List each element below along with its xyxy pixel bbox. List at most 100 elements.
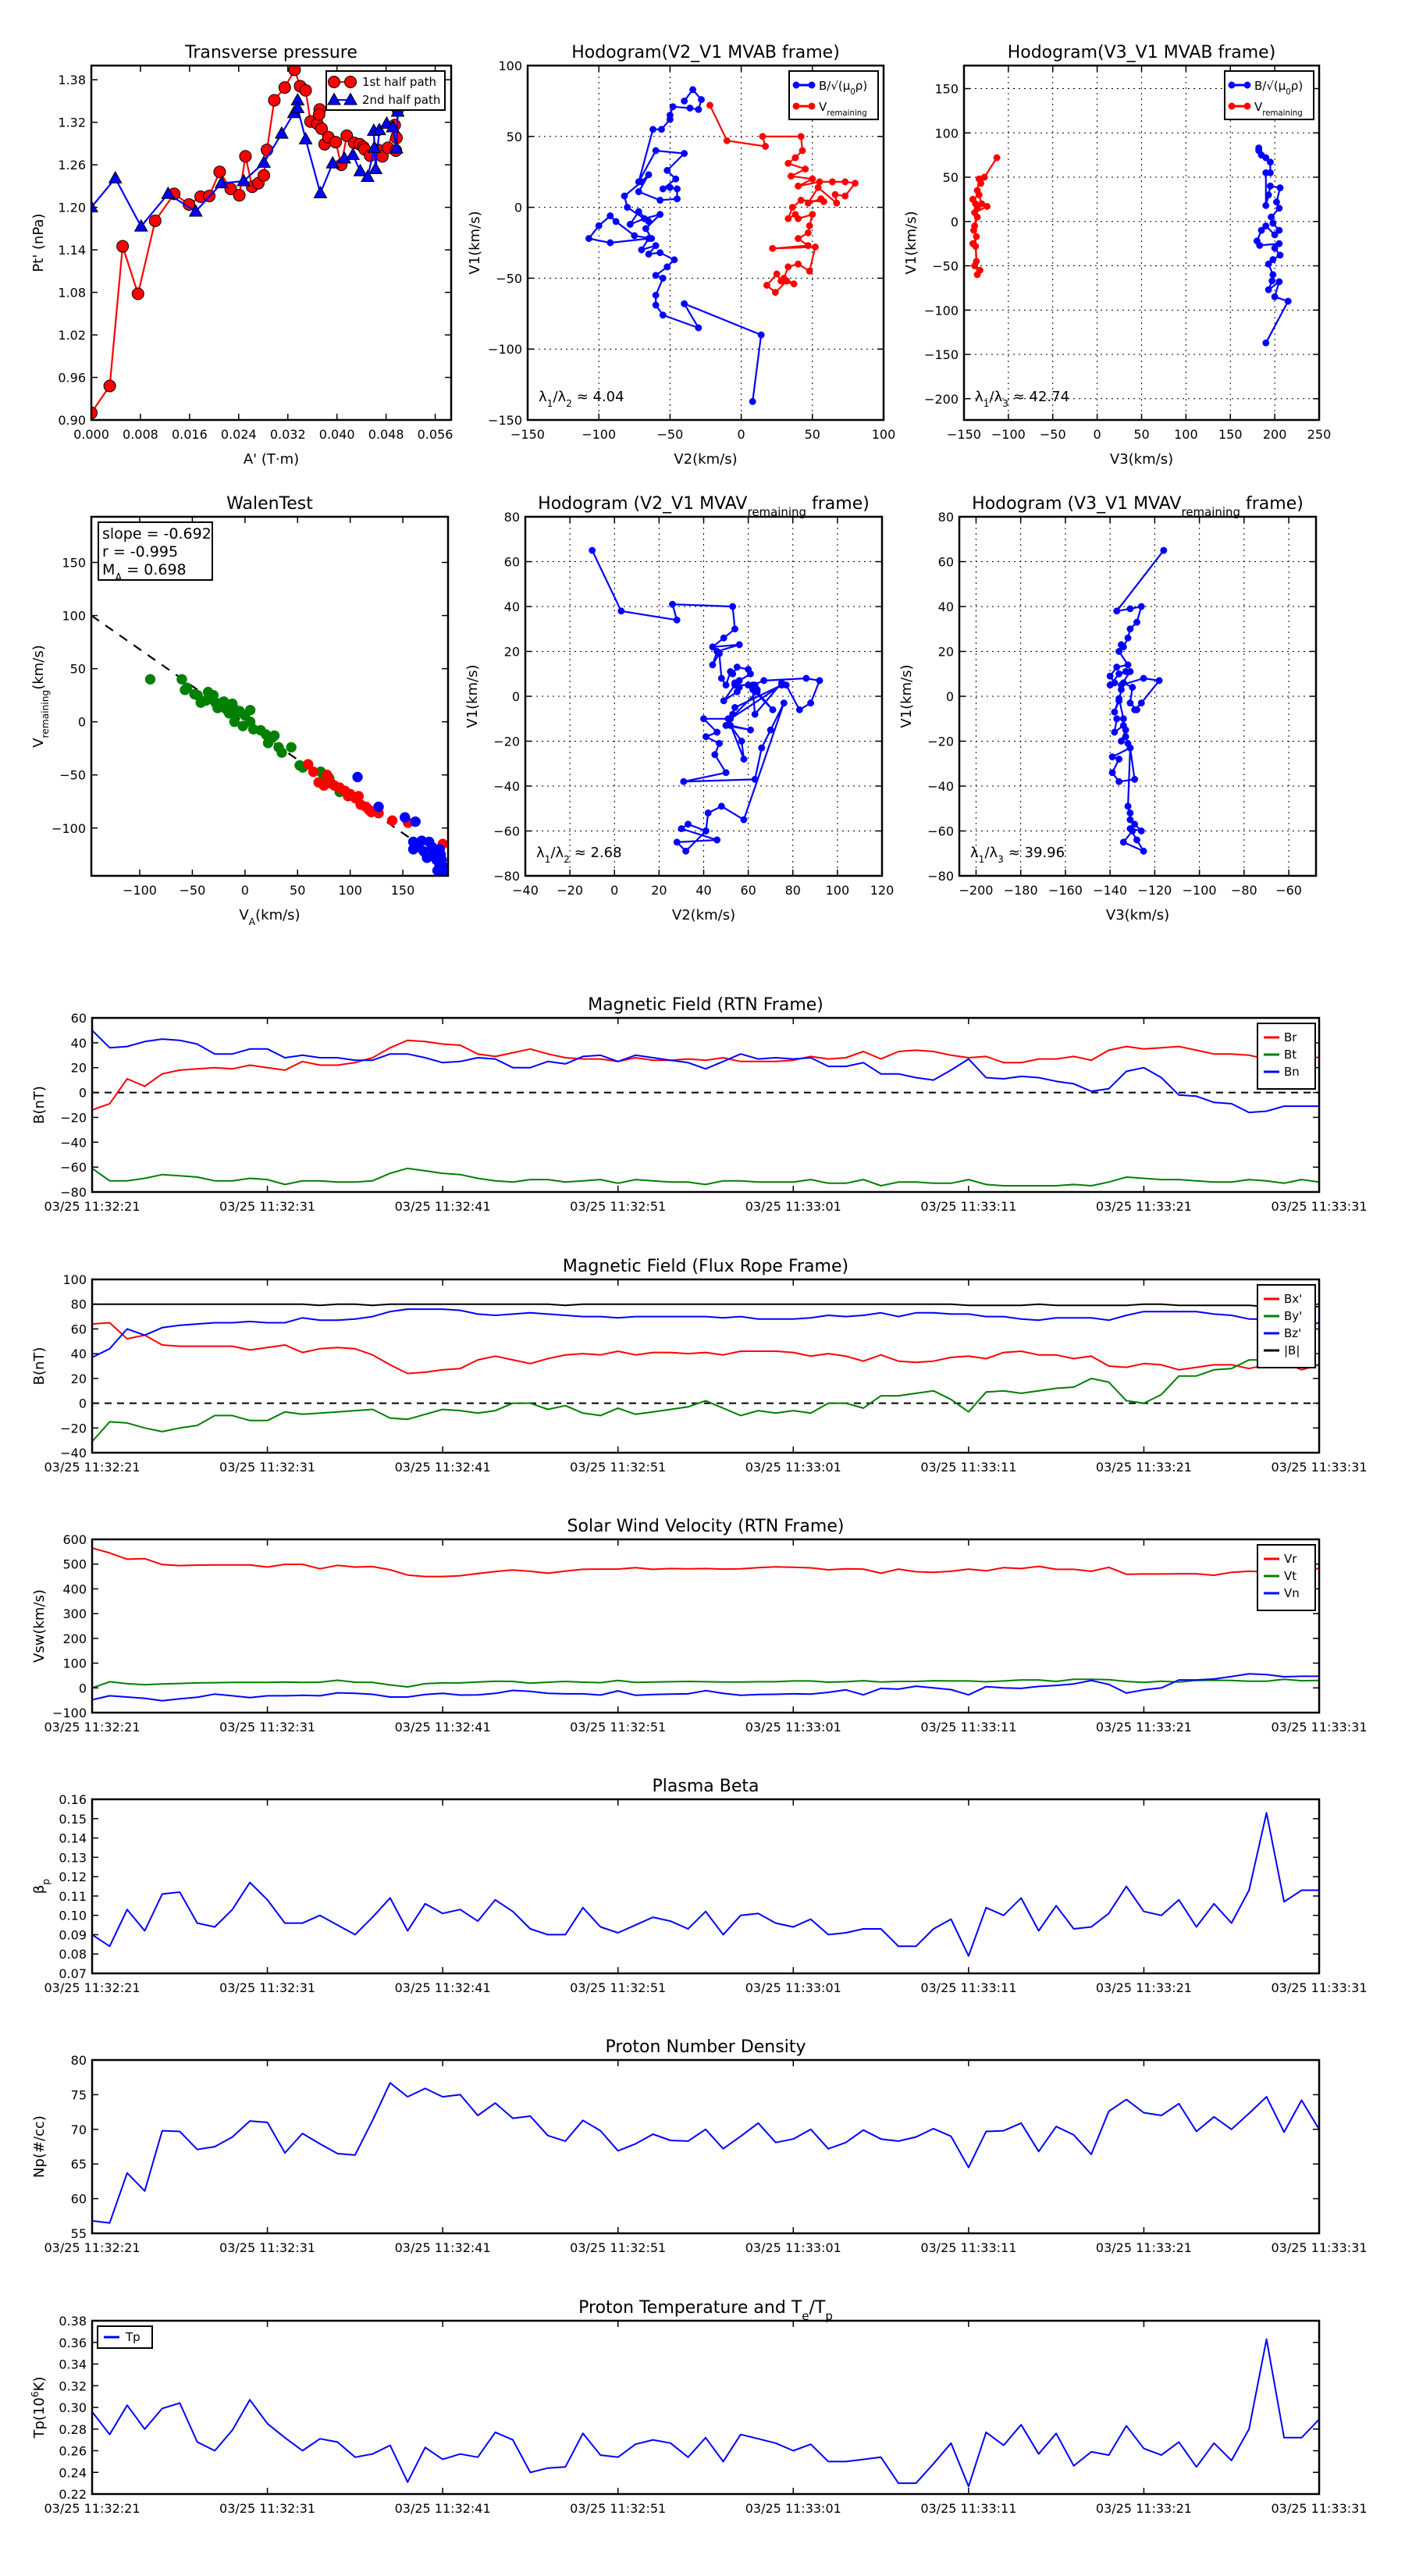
data-point (713, 728, 721, 736)
x-tick-label: 0.000 (73, 427, 109, 442)
data-point (747, 670, 754, 678)
data-point (652, 272, 660, 279)
data-point (790, 280, 798, 288)
data-point (176, 674, 187, 685)
plot-area (92, 1303, 1319, 1443)
data-point (346, 147, 361, 160)
x-tick-label: 03/25 11:33:01 (745, 1980, 841, 1995)
data-point (188, 204, 203, 217)
y-tick-label: 80 (504, 510, 520, 525)
y-tick-label: −40 (60, 1135, 87, 1150)
y-tick-label: 1.02 (58, 328, 86, 343)
axes-frame (90, 515, 450, 877)
data-point (1253, 237, 1261, 245)
series-2nd-half-path (91, 92, 405, 232)
data-point (1122, 726, 1129, 734)
y-tick-label: 0.30 (59, 2400, 87, 2415)
data-point (308, 766, 319, 777)
data-point (689, 86, 697, 94)
data-point (1269, 219, 1277, 227)
x-tick-label: −80 (1231, 883, 1257, 898)
x-tick-label: 50 (1133, 427, 1149, 442)
series-line (92, 2082, 1319, 2224)
y-tick-label: −60 (927, 824, 954, 839)
data-point (434, 844, 445, 855)
data-point (784, 263, 792, 271)
data-point (1264, 286, 1272, 294)
x-tick-label: 03/25 11:33:21 (1096, 2240, 1192, 2255)
x-tick-label: 03/25 11:32:31 (219, 1720, 315, 1735)
data-point (731, 625, 738, 633)
hodogram-v2-v1-mvav-chart: −40 −20 0 20 40 60 80 100 120 −80 −60 −40 −20 0 20 40 60… (464, 494, 894, 923)
data-point (663, 166, 671, 174)
x-tick-label: 50 (290, 883, 305, 898)
legend-label: B/√(μ0ρ) (1254, 79, 1303, 97)
x-axis-label: V2(km/s) (674, 451, 737, 468)
data-point (386, 119, 400, 133)
data-point (1268, 213, 1275, 221)
data-point (1264, 260, 1272, 268)
data-point (816, 677, 823, 685)
data-point (1275, 278, 1283, 286)
x-tick-label: 03/25 11:33:31 (1271, 1460, 1367, 1475)
y-axis-label: V1(km/s) (903, 211, 919, 274)
chart-title: Transverse pressure (184, 43, 357, 62)
x-tick-label: 03/25 11:33:21 (1096, 1199, 1192, 1214)
data-point (820, 197, 827, 205)
data-point (751, 710, 759, 718)
plot-area (91, 66, 405, 419)
y-tick-label: 0.38 (59, 2314, 87, 2329)
y-tick-label: 0.13 (59, 1850, 87, 1865)
y-tick-label: 100 (62, 1656, 87, 1671)
y-tick-label: 0 (946, 689, 954, 704)
chart-title: Hodogram (V3_V1 MVAVremaining frame) (972, 494, 1304, 519)
x-tick-label: 03/25 11:33:01 (745, 2501, 841, 2516)
x-tick-label: 0.048 (368, 427, 404, 442)
hodogram-v3-v1-mvav-chart: −200 −180 −160 −140 −120 −100 −80 −60−80−60−40−… (898, 494, 1318, 923)
x-tick-label: 60 (740, 883, 756, 898)
chart-title: Hodogram(V2_V1 MVAB frame) (571, 43, 840, 62)
legend-label: Vremaining (1254, 100, 1303, 118)
data-point (841, 192, 849, 200)
data-point (589, 546, 596, 554)
x-tick-label: 50 (805, 427, 820, 442)
data-point (1137, 699, 1145, 707)
axes-frame (526, 64, 885, 422)
data-point (606, 212, 614, 219)
data-point (722, 769, 730, 777)
data-point (1115, 777, 1123, 785)
x-tick-label: 03/25 11:33:11 (920, 1199, 1016, 1214)
chart-title: Proton Number Density (606, 2037, 806, 2057)
data-point (386, 815, 398, 826)
data-point (269, 730, 280, 742)
data-point (436, 854, 447, 866)
data-point (738, 738, 745, 745)
y-tick-label: −40 (493, 779, 520, 794)
data-point (268, 94, 281, 107)
x-tick-label: −180 (1004, 883, 1038, 898)
y-tick-label: 0.34 (59, 2357, 87, 2372)
y-tick-label: 0.26 (59, 2444, 87, 2459)
y-tick-label: 0.12 (59, 1870, 87, 1884)
data-point (658, 126, 665, 133)
data-point (797, 133, 805, 141)
y-tick-label: 0.11 (59, 1889, 87, 1904)
x-tick-label: −50 (180, 883, 206, 898)
series-v-remaining- (969, 154, 1001, 279)
data-point (606, 239, 614, 247)
data-point (315, 122, 329, 135)
data-point (685, 820, 692, 828)
data-point (645, 251, 653, 258)
data-point (993, 154, 1001, 162)
x-tick-label: −40 (512, 883, 539, 898)
data-point (1262, 339, 1270, 347)
y-tick-label: −150 (488, 413, 522, 428)
x-tick-label: 200 (1263, 427, 1287, 442)
data-point (1268, 277, 1276, 285)
legend-marker (1228, 102, 1236, 110)
data-point (780, 699, 788, 707)
data-point (244, 704, 256, 716)
data-point (700, 715, 707, 723)
y-tick-label: 60 (71, 2192, 87, 2207)
data-point (645, 171, 653, 179)
